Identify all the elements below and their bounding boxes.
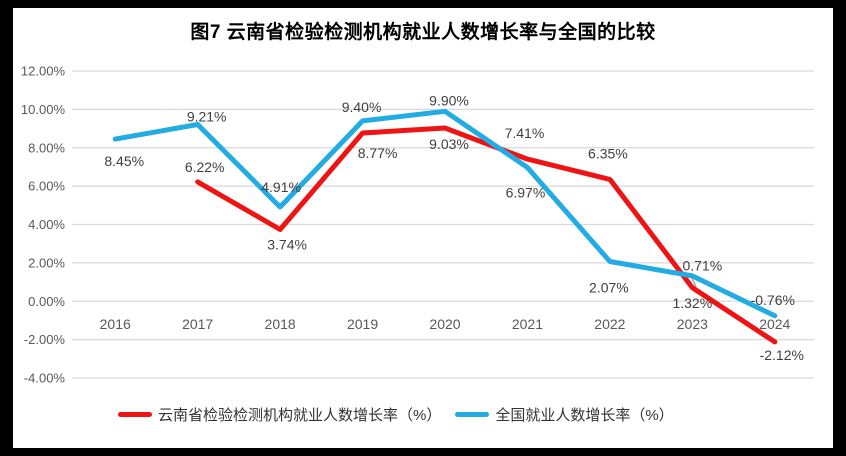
yunnan-series-swatch (118, 412, 152, 417)
legend-label-national: 全国就业人数增长率（%） (495, 407, 674, 424)
chart-title: 图7 云南省检验检测机构就业人数增长率与全国的比较 (190, 22, 656, 43)
chart-panel: 图7 云南省检验检测机构就业人数增长率与全国的比较 云南省检验检测机构就业人数增… (13, 8, 833, 448)
legend-label-yunnan: 云南省检验检测机构就业人数增长率（%） (158, 407, 442, 424)
national-series-swatch (455, 412, 490, 417)
legend: 云南省检验检测机构就业人数增长率（%） 全国就业人数增长率（%） (118, 404, 674, 425)
legend-item-yunnan: 云南省检验检测机构就业人数增长率（%） (118, 404, 441, 425)
legend-item-national: 全国就业人数增长率（%） (455, 404, 674, 425)
